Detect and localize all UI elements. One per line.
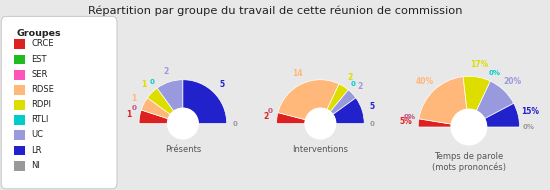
Text: 0: 0 — [232, 121, 237, 127]
Text: 0: 0 — [268, 108, 273, 114]
Text: EST: EST — [31, 55, 47, 63]
Circle shape — [451, 109, 487, 145]
FancyBboxPatch shape — [14, 85, 25, 95]
Text: 5: 5 — [219, 80, 224, 89]
Text: 17%: 17% — [470, 60, 488, 69]
Wedge shape — [419, 77, 467, 124]
Text: NI: NI — [31, 161, 40, 170]
Wedge shape — [485, 103, 520, 127]
Text: 0: 0 — [268, 108, 273, 114]
Wedge shape — [463, 76, 491, 111]
Wedge shape — [157, 80, 183, 111]
FancyBboxPatch shape — [14, 100, 25, 110]
Wedge shape — [330, 90, 356, 115]
Text: CRCE: CRCE — [31, 39, 54, 48]
Text: 1: 1 — [131, 94, 137, 103]
Text: 2: 2 — [347, 73, 353, 82]
Text: 0%: 0% — [404, 114, 416, 120]
Text: UC: UC — [31, 130, 43, 139]
Text: 0: 0 — [351, 81, 356, 87]
Text: Interventions: Interventions — [293, 146, 348, 154]
Text: 40%: 40% — [416, 77, 434, 86]
FancyBboxPatch shape — [14, 146, 25, 155]
Text: 2: 2 — [163, 67, 168, 76]
FancyBboxPatch shape — [14, 161, 25, 171]
Text: 0: 0 — [131, 105, 136, 111]
Text: 14: 14 — [292, 70, 302, 78]
Wedge shape — [327, 84, 348, 112]
Wedge shape — [278, 80, 339, 120]
FancyBboxPatch shape — [14, 115, 25, 125]
Text: 2: 2 — [263, 112, 268, 121]
Text: 5%: 5% — [399, 117, 412, 126]
Text: LR: LR — [31, 146, 42, 154]
Text: RDSE: RDSE — [31, 85, 54, 94]
Text: 0%: 0% — [488, 70, 500, 76]
Text: Groupes: Groupes — [16, 29, 61, 38]
Text: 0%: 0% — [522, 124, 535, 130]
Text: 1: 1 — [126, 111, 131, 120]
Wedge shape — [418, 119, 452, 127]
Text: RTLI: RTLI — [31, 115, 48, 124]
Text: 2: 2 — [358, 82, 363, 91]
Text: 0%: 0% — [404, 114, 416, 120]
Text: SER: SER — [31, 70, 48, 79]
Text: 0: 0 — [131, 105, 136, 111]
Text: Répartition par groupe du travail de cette réunion de commission: Répartition par groupe du travail de cet… — [88, 6, 462, 16]
Circle shape — [168, 108, 198, 139]
Circle shape — [305, 108, 335, 139]
FancyBboxPatch shape — [14, 130, 25, 140]
Text: 0: 0 — [150, 79, 155, 85]
Text: 5: 5 — [370, 102, 375, 111]
Text: 1: 1 — [141, 80, 147, 89]
Wedge shape — [277, 113, 305, 124]
Text: 0: 0 — [370, 121, 375, 127]
Wedge shape — [183, 80, 227, 124]
Text: Temps de parole
(mots prononcés): Temps de parole (mots prononcés) — [432, 152, 506, 172]
Text: Présents: Présents — [165, 146, 201, 154]
FancyBboxPatch shape — [1, 16, 117, 189]
Text: 20%: 20% — [504, 77, 521, 86]
Wedge shape — [139, 110, 168, 124]
Wedge shape — [476, 81, 514, 119]
Wedge shape — [333, 98, 364, 124]
Text: RDPI: RDPI — [31, 100, 51, 109]
Text: 15%: 15% — [521, 107, 540, 116]
FancyBboxPatch shape — [14, 70, 25, 80]
Wedge shape — [141, 98, 170, 119]
Wedge shape — [147, 88, 174, 115]
FancyBboxPatch shape — [14, 39, 25, 49]
FancyBboxPatch shape — [14, 55, 25, 64]
